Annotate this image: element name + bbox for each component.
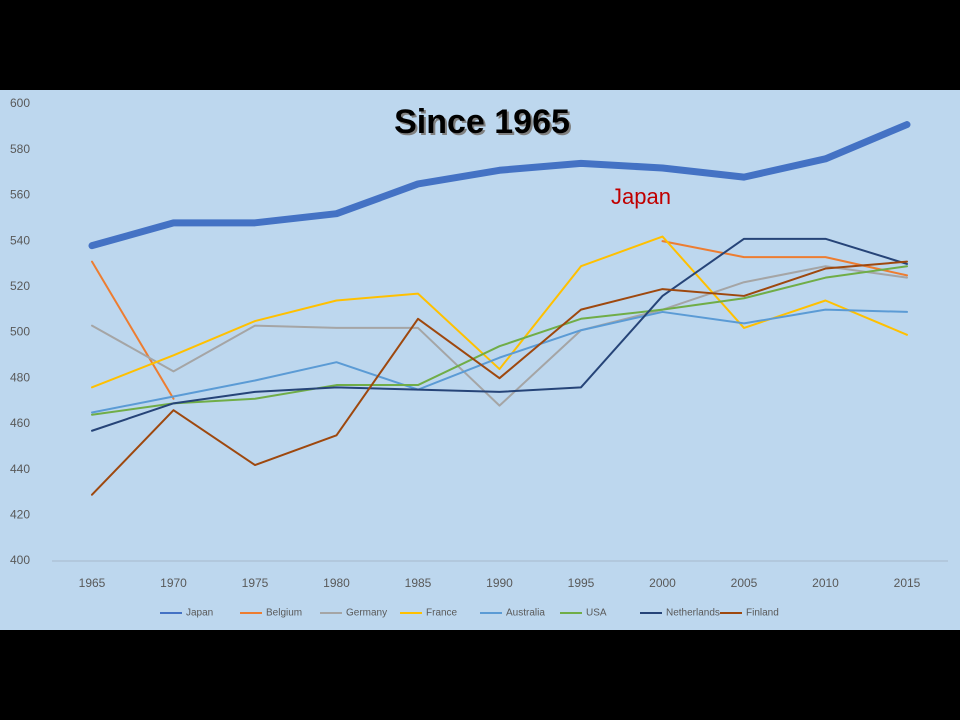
y-tick-label: 580 bbox=[10, 142, 30, 156]
x-tick-label: 1975 bbox=[242, 576, 269, 590]
x-tick-label: 2015 bbox=[894, 576, 921, 590]
y-tick-label: 520 bbox=[10, 279, 30, 293]
x-tick-label: 1980 bbox=[323, 576, 350, 590]
x-tick-label: 1990 bbox=[486, 576, 513, 590]
series-line bbox=[91, 265, 908, 407]
y-tick-label: 400 bbox=[10, 553, 30, 567]
x-tick-label: 2005 bbox=[731, 576, 758, 590]
x-tick-label: 2010 bbox=[812, 576, 839, 590]
legend-label: Germany bbox=[346, 608, 387, 619]
legend-label: USA bbox=[586, 608, 607, 619]
title-shadow: Since 1965 bbox=[396, 105, 572, 143]
legend-label: Japan bbox=[186, 608, 213, 619]
chart-title: Since 1965 bbox=[394, 103, 570, 141]
y-tick-label: 420 bbox=[10, 507, 30, 521]
x-tick-label: 1970 bbox=[160, 576, 187, 590]
y-tick-label: 560 bbox=[10, 188, 30, 202]
annotation: Japan bbox=[611, 184, 671, 209]
x-tick-label: 1965 bbox=[79, 576, 106, 590]
y-tick-label: 540 bbox=[10, 233, 30, 247]
y-tick-label: 600 bbox=[10, 96, 30, 110]
x-tick-label: 2000 bbox=[649, 576, 676, 590]
x-tick-label: 1995 bbox=[568, 576, 595, 590]
legend-label: Finland bbox=[746, 608, 779, 619]
legend-label: Belgium bbox=[266, 608, 302, 619]
y-tick-label: 440 bbox=[10, 462, 30, 476]
series-line bbox=[91, 240, 908, 400]
y-tick-label: 480 bbox=[10, 370, 30, 384]
series-line bbox=[91, 237, 908, 432]
legend-label: Australia bbox=[506, 608, 545, 619]
y-tick-label: 460 bbox=[10, 416, 30, 430]
x-tick-label: 1985 bbox=[405, 576, 432, 590]
series-line bbox=[91, 308, 908, 414]
series-line bbox=[91, 260, 908, 496]
series-line bbox=[91, 265, 908, 416]
series-line bbox=[88, 121, 911, 250]
legend-label: France bbox=[426, 608, 458, 619]
legend-label: Netherlands bbox=[666, 608, 720, 619]
y-tick-label: 500 bbox=[10, 325, 30, 339]
